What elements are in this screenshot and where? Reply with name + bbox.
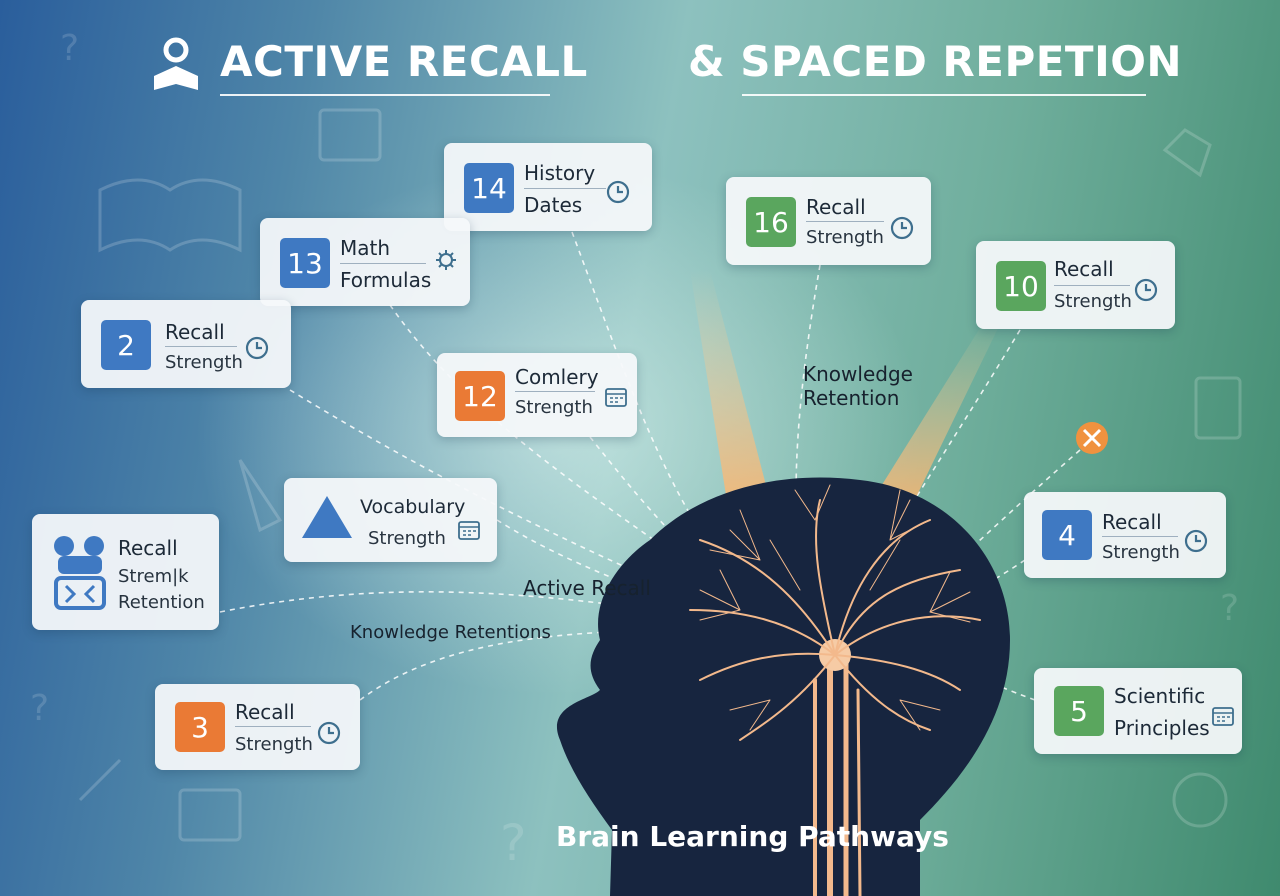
card-math-formulas: 13 Math Formulas: [260, 218, 470, 306]
card-number: 5: [1054, 686, 1104, 736]
card-title: Recall: [165, 320, 225, 344]
divider: [524, 188, 606, 189]
light-beam: [860, 320, 1002, 520]
person-reading-icon: [154, 37, 198, 90]
card-subtitle: Strength: [806, 227, 884, 248]
card-number: 12: [455, 371, 505, 421]
card-title: Vocabulary: [360, 496, 466, 518]
card-subtitle: Principles: [1114, 716, 1210, 740]
title-underline: [742, 94, 1146, 96]
divider: [165, 346, 237, 347]
card-recall-2: 2 Recall Strength: [81, 300, 291, 388]
calendar-icon: [1212, 707, 1234, 726]
card-title: History: [524, 161, 596, 185]
card-subtitle: Strength: [1054, 291, 1132, 312]
caption: Brain Learning Pathways: [556, 820, 949, 853]
title-left-text: ACTIVE RECALL: [220, 37, 588, 86]
card-title: Comlery: [515, 365, 599, 389]
card-title: Math: [340, 236, 391, 260]
card-vocabulary: Vocabulary Strength: [284, 478, 497, 562]
card-subtitle: Formulas: [340, 268, 432, 292]
divider: [340, 263, 426, 264]
card-number: 4: [1042, 510, 1092, 560]
divider: [806, 221, 884, 222]
card-title: Scientific: [1114, 684, 1206, 708]
card-recall-retention: Recall Strem|k Retention: [32, 514, 219, 630]
card-subtitle: Strength: [235, 734, 313, 755]
triangle-icon: [302, 496, 352, 538]
calendar-icon: [458, 521, 480, 540]
clock-icon: [245, 336, 269, 360]
card-subtitle: Strength: [515, 397, 593, 418]
light-beam: [690, 270, 775, 520]
card-title: Recall: [806, 195, 866, 219]
label-knowledge: Knowledge: [803, 362, 913, 386]
people-icon: [54, 536, 106, 610]
divider: [1054, 285, 1130, 286]
gear-icon: [436, 250, 456, 270]
label-retention: Retention: [803, 386, 900, 410]
card-scientific-principles: 5 Scientific Principles: [1034, 668, 1242, 754]
card-comlery: 12 Comlery Strength: [437, 353, 637, 437]
svg-text:?: ?: [500, 814, 527, 872]
svg-text:?: ?: [30, 688, 49, 729]
neuron-network: [689, 484, 981, 896]
title-right: & SPACED REPETION: [688, 36, 1182, 96]
background-doodles: ? ? ? ?: [30, 28, 1242, 872]
card-number: 14: [464, 163, 514, 213]
title-right-text: & SPACED REPETION: [688, 37, 1183, 86]
card-title: Recall: [118, 536, 178, 560]
card-title: Recall: [1054, 257, 1114, 281]
clock-icon: [1134, 278, 1158, 302]
card-number: 16: [746, 197, 796, 247]
divider: [1102, 536, 1178, 537]
title-underline: [220, 94, 550, 96]
card-number: 10: [996, 261, 1046, 311]
label-knowledge-retentions: Knowledge Retentions: [350, 622, 551, 643]
clock-icon: [1184, 529, 1208, 553]
label-active-recall: Active Recall: [523, 576, 651, 600]
sparkle-icon: [1076, 422, 1108, 454]
card-subtitle: Strength: [368, 528, 446, 549]
head-silhouette: [556, 477, 1010, 896]
card-subtitle: Strength: [165, 352, 243, 373]
svg-text:?: ?: [1220, 588, 1239, 629]
divider: [515, 391, 595, 392]
card-subtitle: Strem|k: [118, 566, 189, 587]
card-subtitle: Strength: [1102, 542, 1180, 563]
card-number: 13: [280, 238, 330, 288]
title-left: ACTIVE RECALL: [150, 36, 587, 96]
card-recall-3: 3 Recall Strength: [155, 684, 360, 770]
clock-icon: [317, 721, 341, 745]
card-number: 2: [101, 320, 151, 370]
card-number: 3: [175, 702, 225, 752]
svg-text:?: ?: [60, 28, 79, 69]
card-recall-16: 16 Recall Strength: [726, 177, 931, 265]
clock-icon: [606, 180, 630, 204]
card-title: Recall: [1102, 510, 1162, 534]
card-title: Recall: [235, 700, 295, 724]
calendar-icon: [605, 388, 627, 407]
card-history-dates: 14 History Dates: [444, 143, 652, 231]
card-recall-10: 10 Recall Strength: [976, 241, 1175, 329]
card-subtitle: Dates: [524, 193, 583, 217]
clock-icon: [890, 216, 914, 240]
divider: [235, 726, 311, 727]
card-recall-4: 4 Recall Strength: [1024, 492, 1226, 578]
card-subtitle-2: Retention: [118, 592, 205, 613]
